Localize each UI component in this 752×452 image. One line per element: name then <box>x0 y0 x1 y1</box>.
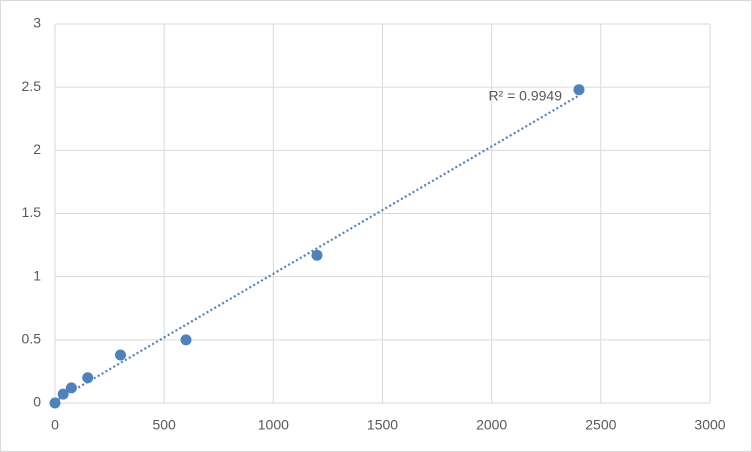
data-point <box>311 249 323 261</box>
x-tick-label: 500 <box>152 417 176 433</box>
data-point <box>115 349 126 361</box>
trendline <box>54 94 580 403</box>
data-point <box>82 372 94 384</box>
x-tick-label: 2000 <box>476 417 507 433</box>
y-tick-label: 0 <box>33 394 41 410</box>
y-tick-label: 3 <box>33 15 41 31</box>
x-tick-label: 1500 <box>367 417 398 433</box>
y-tick-label: 0.5 <box>22 331 42 347</box>
y-tick-label: 2.5 <box>22 78 42 94</box>
data-point <box>57 388 69 400</box>
x-tick-label: 2500 <box>585 417 616 433</box>
data-point <box>180 334 192 346</box>
data-point <box>65 382 77 394</box>
y-tick-label: 2 <box>33 141 41 157</box>
y-tick-label: 1.5 <box>22 204 42 220</box>
x-tick-label: 0 <box>51 417 59 433</box>
y-tick-label: 1 <box>33 267 41 283</box>
x-tick-label: 3000 <box>694 417 725 433</box>
annotation: R² = 0.9949 <box>488 87 562 103</box>
x-tick-label: 1000 <box>258 417 289 433</box>
data-point <box>573 84 585 96</box>
data-point <box>49 397 61 409</box>
